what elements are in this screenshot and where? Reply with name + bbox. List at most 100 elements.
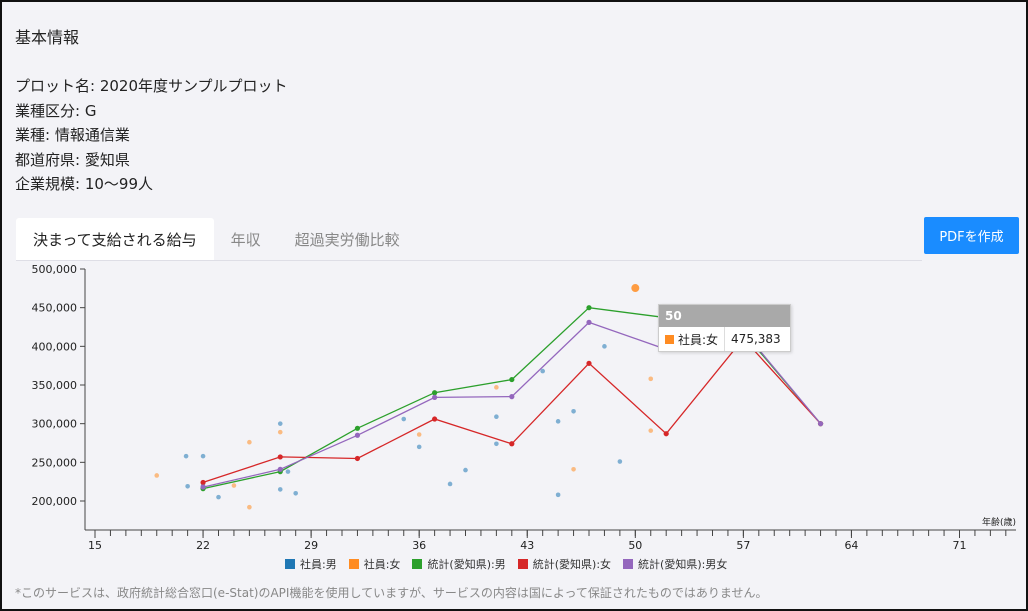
legend-label: 社員:女 <box>363 558 401 571</box>
legend-label: 社員:男 <box>300 558 337 571</box>
y-tick-label: 300,000 <box>32 418 78 431</box>
scatter-point <box>185 484 190 489</box>
legend-swatch <box>285 559 295 569</box>
scatter-point <box>416 432 422 437</box>
x-tick-label: 36 <box>412 539 426 552</box>
series-point <box>432 394 438 400</box>
series-point <box>586 305 592 311</box>
scatter-point <box>285 469 291 474</box>
tooltip-value: 475,383 <box>731 332 781 346</box>
x-tick-label: 15 <box>88 539 102 552</box>
series-point <box>663 431 669 437</box>
y-tick-label: 500,000 <box>32 263 78 276</box>
scatter-point <box>247 439 252 445</box>
series-point <box>432 416 438 422</box>
series-point <box>354 455 361 462</box>
series-point <box>200 479 206 486</box>
series-point <box>277 466 283 472</box>
series-point <box>354 432 361 438</box>
scatter-point <box>231 483 237 488</box>
scatter-point <box>648 376 654 382</box>
series-point <box>200 484 206 490</box>
y-tick-label: 200,000 <box>32 495 78 508</box>
chart-tooltip: 50 社員:女 475,383 <box>658 304 791 352</box>
chart-tabs: 決まって支給される給与 年収 超過実労働比較 <box>16 218 922 261</box>
scatter-point <box>494 385 499 390</box>
tab-regular-salary[interactable]: 決まって支給される給与 <box>16 218 214 260</box>
series-point <box>277 454 283 460</box>
tab-annual-income[interactable]: 年収 <box>230 231 261 249</box>
tooltip-series: 社員:女 <box>678 332 719 347</box>
x-tick-label: 29 <box>304 539 318 552</box>
legend-swatch <box>517 559 528 569</box>
series-point <box>432 390 438 396</box>
scatter-point <box>416 444 422 450</box>
tooltip-header: 50 <box>659 305 790 327</box>
tooltip-divider <box>724 327 726 351</box>
x-tick-label: 50 <box>628 539 642 552</box>
scatter-point <box>602 344 607 349</box>
y-tick-label: 450,000 <box>32 302 78 315</box>
legend-swatch <box>412 559 423 569</box>
company-size: 企業規模: 10〜99人 <box>15 175 153 193</box>
legend-item-stat-male[interactable]: 統計(愛知県):男 <box>412 556 506 572</box>
scatter-point <box>494 414 499 420</box>
scatter-point <box>555 492 561 498</box>
scatter-point <box>277 421 283 426</box>
x-tick-label: 64 <box>844 539 858 552</box>
tooltip-swatch <box>665 334 674 344</box>
legend-item-staff-female[interactable]: 社員:女 <box>348 556 401 572</box>
scatter-point <box>183 453 189 459</box>
x-axis-label: 年齢(歳) <box>982 516 1016 528</box>
legend-label: 統計(愛知県):男女 <box>638 558 728 571</box>
legend-item-stat-female[interactable]: 統計(愛知県):女 <box>517 556 612 572</box>
y-tick-label: 350,000 <box>32 379 78 392</box>
industry: 業種: 情報通信業 <box>15 126 130 144</box>
series-point <box>586 319 592 325</box>
tab-overtime-comparison[interactable]: 超過実労働比較 <box>294 231 400 249</box>
plot-name: プロット名: 2020年度サンプルプロット <box>15 77 288 95</box>
scatter-point <box>277 429 283 435</box>
scatter-point <box>154 473 160 478</box>
scatter-point <box>447 481 453 487</box>
y-tick-label: 250,000 <box>32 456 78 469</box>
x-tick-label: 71 <box>953 539 967 552</box>
series-point <box>817 421 824 427</box>
y-tick-label: 400,000 <box>32 340 78 353</box>
legend-label: 統計(愛知県):女 <box>532 558 612 571</box>
series-point <box>509 441 515 447</box>
footnote: *このサービスは、政府統計総合窓口(e-Stat)のAPI機能を使用していますが… <box>15 586 768 600</box>
scatter-point <box>401 416 407 422</box>
scatter-point <box>648 428 654 433</box>
scatter-point <box>216 494 221 500</box>
chart-legend: 社員:男 社員:女 統計(愛知県):男 統計(愛知県):女 統計(愛知県):男女 <box>285 556 739 572</box>
scatter-point <box>247 504 252 510</box>
scatter-point <box>571 408 576 414</box>
basic-info: プロット名: 2020年度サンプルプロット 業種区分: G 業種: 情報通信業 … <box>15 74 288 197</box>
legend-swatch <box>348 559 359 569</box>
scatter-point <box>631 284 640 293</box>
salary-chart: 200,000 250,000 300,000 350,000 400,000 450,0… <box>32 263 1016 552</box>
create-pdf-button[interactable]: PDFを作成 <box>924 217 1019 254</box>
scatter-point <box>293 490 298 496</box>
scatter-point <box>540 368 545 374</box>
legend-swatch <box>623 559 634 569</box>
section-title: 基本情報 <box>15 28 80 47</box>
x-tick-label: 43 <box>520 539 534 552</box>
scatter-point <box>571 466 576 472</box>
x-tick-label: 57 <box>736 539 750 552</box>
legend-label: 統計(愛知県):男 <box>427 558 506 571</box>
series-point <box>509 376 515 383</box>
legend-item-staff-male[interactable]: 社員:男 <box>285 556 337 572</box>
series-point <box>509 394 515 400</box>
x-tick-label: 22 <box>196 539 210 552</box>
scatter-point <box>463 467 468 473</box>
legend-item-stat-all[interactable]: 統計(愛知県):男女 <box>623 556 727 572</box>
series-point <box>354 425 361 431</box>
scatter-point <box>555 419 561 424</box>
industry-class: 業種区分: G <box>15 101 97 120</box>
scatter-point <box>494 441 499 447</box>
series-line <box>202 337 822 484</box>
series-point <box>586 360 592 366</box>
prefecture: 都道府県: 愛知県 <box>15 150 130 169</box>
